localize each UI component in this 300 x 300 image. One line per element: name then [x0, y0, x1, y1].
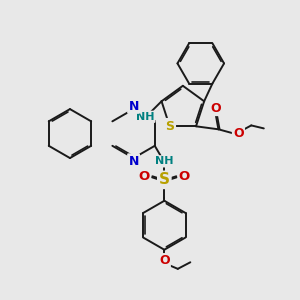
Text: NH: NH: [155, 156, 174, 166]
Text: O: O: [233, 127, 244, 140]
Text: O: O: [139, 170, 150, 183]
Text: S: S: [165, 120, 174, 133]
Text: N: N: [128, 154, 139, 167]
Text: N: N: [128, 100, 139, 112]
Text: O: O: [179, 170, 190, 183]
Text: NH: NH: [136, 112, 154, 122]
Text: S: S: [159, 172, 170, 188]
Text: O: O: [159, 254, 170, 267]
Text: O: O: [210, 102, 221, 115]
